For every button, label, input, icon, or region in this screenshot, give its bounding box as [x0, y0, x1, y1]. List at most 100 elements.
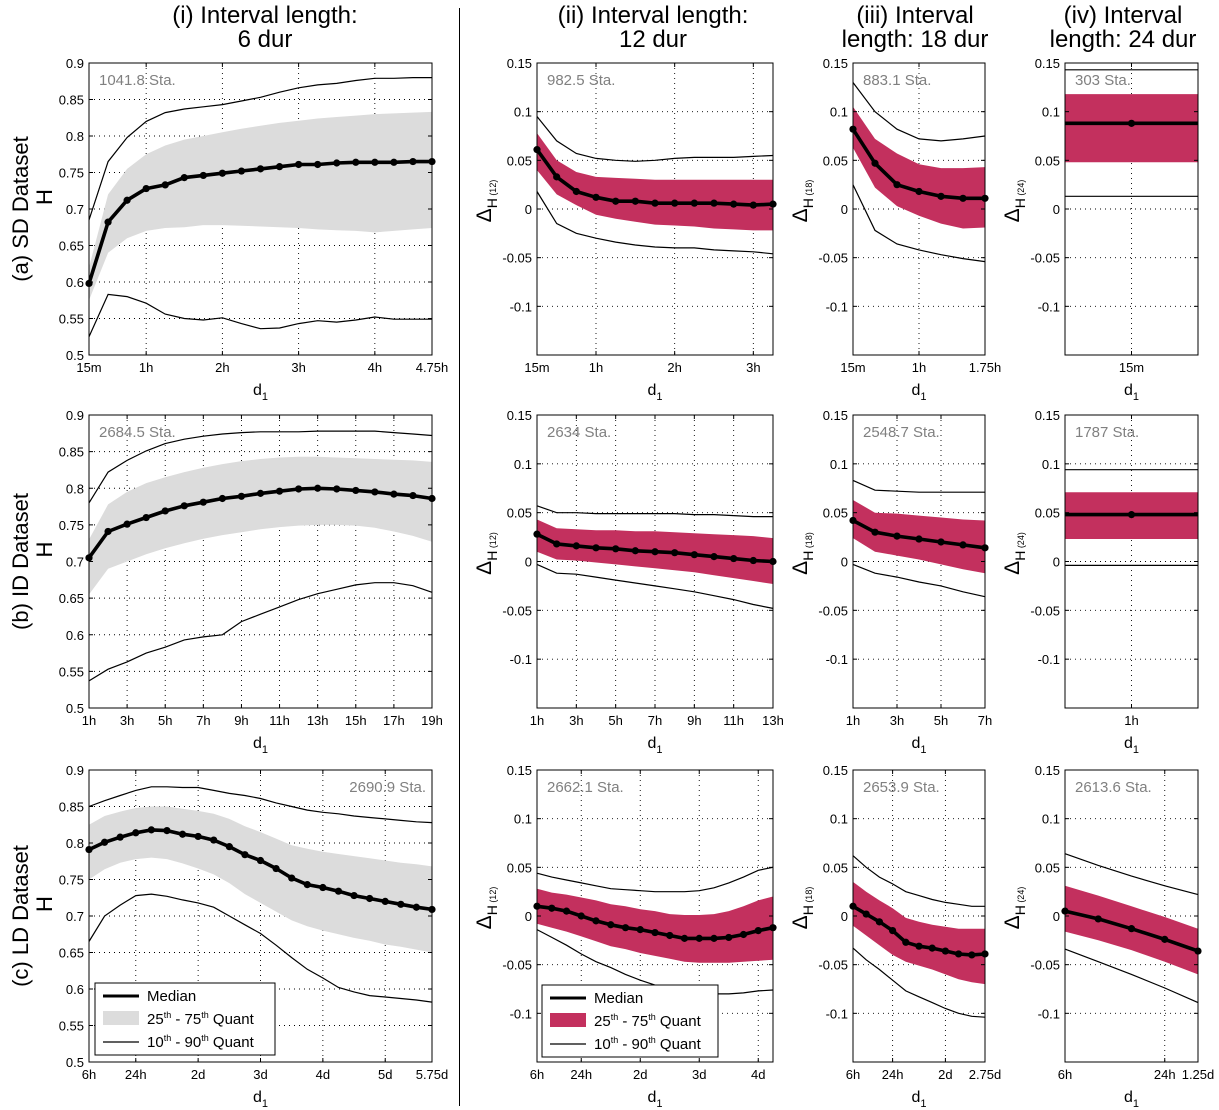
median-point	[548, 904, 556, 912]
median-point	[651, 199, 659, 207]
median-point	[889, 927, 897, 935]
median-point	[955, 950, 963, 958]
xtick-label: 11h	[723, 713, 744, 728]
median-point	[390, 490, 398, 498]
ytick-label: 0.05	[507, 153, 532, 168]
median-point	[1094, 915, 1102, 923]
q90-line	[536, 116, 774, 162]
xtick-label: 3d	[692, 1067, 706, 1082]
xtick-label: 13h	[762, 713, 784, 728]
row-label: (b) ID Dataset	[8, 493, 33, 630]
median-point	[100, 838, 109, 846]
median-point	[592, 544, 600, 552]
q10-line	[88, 293, 432, 338]
median-point	[937, 192, 945, 200]
median-point	[210, 836, 218, 844]
q90-line	[852, 479, 985, 493]
ytick-label: 0	[1053, 202, 1060, 217]
y-axis-label: H	[32, 189, 57, 205]
median-point	[116, 833, 124, 841]
median-point	[180, 502, 188, 510]
xtick-label: 3h	[746, 360, 760, 375]
median-point	[710, 934, 718, 942]
y-axis-label: ΔH (24)	[1001, 532, 1028, 575]
ytick-label: 0	[841, 909, 848, 924]
x-axis-label: d1	[911, 1089, 926, 1110]
chart-b-ii: -0.1 -0.05 0 0.05 0.1 0.15 1h 3h 5h 7h 9h 11h 13h d1 2…	[473, 408, 784, 756]
ytick-label: 0.5	[66, 701, 84, 716]
q90-line	[88, 76, 432, 221]
x-axis-label: d1	[911, 735, 926, 756]
ytick-label: -0.1	[1038, 299, 1060, 314]
xtick-label: 5h	[158, 713, 172, 728]
xtick-label: 24h	[1154, 1067, 1176, 1082]
column-title-iii-line1: (iii) Interval	[856, 2, 974, 29]
ytick-label: 0.15	[507, 408, 532, 423]
median-point	[915, 942, 923, 950]
median-point	[1161, 935, 1169, 943]
x-axis-label: d1	[1124, 735, 1139, 756]
ytick-label: -0.05	[818, 603, 848, 618]
median-point	[730, 554, 738, 563]
xtick-label: 9h	[687, 713, 701, 728]
ytick-label: 0.15	[823, 408, 848, 423]
xtick-label: 7h	[978, 713, 992, 728]
column-title-iii-line2: length: 18 dur	[841, 26, 989, 53]
iqr-band	[1065, 94, 1198, 163]
xtick-label: 5h	[608, 713, 622, 728]
xtick-label: 1h	[589, 360, 603, 375]
xtick-label: 6h	[82, 1067, 96, 1082]
ytick-label: 0	[1053, 555, 1060, 570]
chart-c-ii: -0.1 -0.05 0 0.05 0.1 0.15 6h 24h 2d 3d 4d d1 2662.1…	[473, 763, 777, 1110]
median-point	[352, 486, 360, 495]
plot-area	[1065, 415, 1198, 708]
xtick-label: 3h	[890, 713, 904, 728]
median-point	[199, 498, 207, 506]
y-axis-label: ΔH (24)	[1001, 180, 1028, 223]
median-point	[256, 165, 265, 173]
median-point	[893, 532, 901, 540]
median-point	[409, 491, 417, 500]
ytick-label: 0	[525, 555, 532, 570]
median-point	[607, 921, 615, 929]
xtick-label: 24h	[125, 1067, 147, 1082]
median-point	[194, 832, 202, 841]
ytick-label: 0.1	[1042, 812, 1060, 827]
ytick-label: 0.1	[514, 105, 532, 120]
legend-iqr-swatch	[103, 1011, 139, 1025]
median-point	[631, 197, 639, 205]
q10-line	[536, 191, 774, 255]
ytick-label: 0.6	[66, 275, 84, 290]
ytick-label: 0.65	[59, 946, 84, 961]
station-count: 982.5 Sta.	[547, 72, 615, 89]
median-point	[161, 507, 169, 515]
median-point	[132, 829, 140, 837]
legend-q1090-label: 10th - 90th Quant	[147, 1033, 255, 1051]
ytick-label: 0.75	[59, 518, 84, 533]
xtick-label: 1h	[82, 713, 96, 728]
median-point	[941, 947, 950, 955]
median-point	[666, 931, 674, 940]
q90-line	[88, 786, 433, 824]
legend-iqr-label: 25th - 75th Quant	[594, 1012, 702, 1030]
median-point	[562, 907, 571, 915]
ytick-label: 0.05	[507, 860, 532, 875]
median-point	[968, 951, 976, 959]
legend-median-label: Median	[594, 990, 643, 1007]
legend-iqr-label: 25th - 75th Quant	[147, 1010, 255, 1028]
xtick-label: 15m	[840, 360, 865, 375]
median-point	[371, 158, 379, 166]
ytick-label: 0.05	[1035, 506, 1060, 521]
ytick-label: 0.7	[66, 909, 84, 924]
xtick-label: 4.75h	[416, 360, 449, 375]
column-title-iv: (iv) Interval length: 24 dur	[1028, 4, 1218, 52]
ytick-label: 0	[525, 909, 532, 924]
ytick-label: 0.1	[514, 812, 532, 827]
x-axis-label: d1	[647, 735, 662, 756]
ytick-label: 0.15	[1035, 408, 1060, 423]
xtick-label: 9h	[234, 713, 248, 728]
median-point	[397, 900, 405, 908]
median-point	[1127, 511, 1136, 519]
ytick-label: -0.1	[1038, 652, 1060, 667]
